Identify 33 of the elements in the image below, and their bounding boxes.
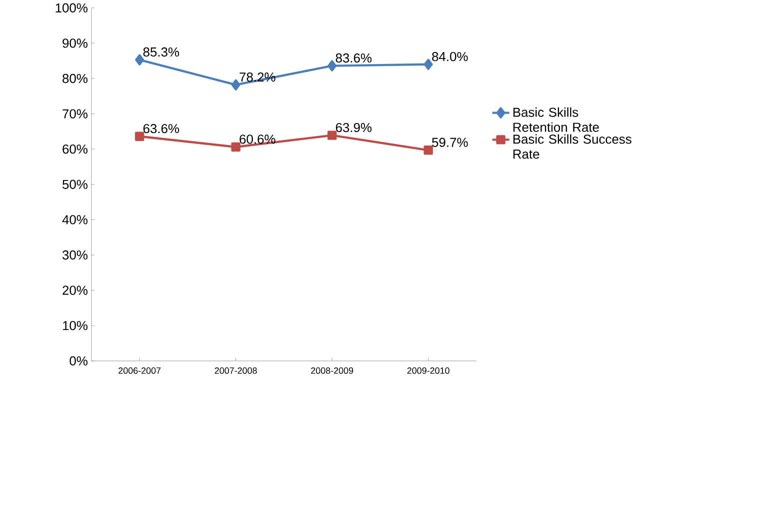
data-label: 84.0%	[432, 52, 468, 62]
y-tick-label: 40%	[62, 215, 88, 224]
point	[327, 130, 337, 140]
y-tick-label: 70%	[62, 109, 88, 119]
legend-label: Basic Skills Retention Rate	[513, 108, 599, 132]
y-tick-label: 10%	[62, 321, 88, 330]
point	[424, 58, 433, 70]
data-label: 85.3%	[143, 48, 180, 57]
y-tick-label: 30%	[62, 250, 88, 260]
data-label: 63.6%	[143, 124, 180, 134]
x-tick-label: 2006-2007	[118, 368, 161, 374]
data-label: 63.9%	[336, 123, 372, 132]
data-label: 60.6%	[240, 134, 276, 144]
x-tick-label: 2008-2009	[311, 368, 354, 374]
y-tick-label: 0%	[70, 356, 88, 366]
data-label: 78.2%	[240, 72, 276, 82]
y-tick-label: 80%	[62, 74, 88, 84]
point	[231, 79, 240, 91]
x-tick-label: 2007-2008	[214, 368, 257, 374]
x-tick-label: 2009-2010	[407, 368, 450, 374]
point	[231, 142, 240, 152]
point	[135, 54, 144, 66]
y-tick-label: 100%	[56, 3, 88, 13]
y-tick-label: 60%	[62, 144, 88, 154]
y-tick-label: 20%	[62, 286, 88, 296]
data-label: 59.7%	[432, 138, 468, 148]
data-label: 83.6%	[336, 54, 372, 63]
y-tick-label: 50%	[62, 180, 88, 190]
y-tick-label: 90%	[62, 38, 88, 48]
point	[134, 132, 144, 142]
legend-label: Basic Skills Success Rate	[513, 134, 632, 159]
point	[328, 60, 337, 72]
point	[424, 146, 433, 155]
